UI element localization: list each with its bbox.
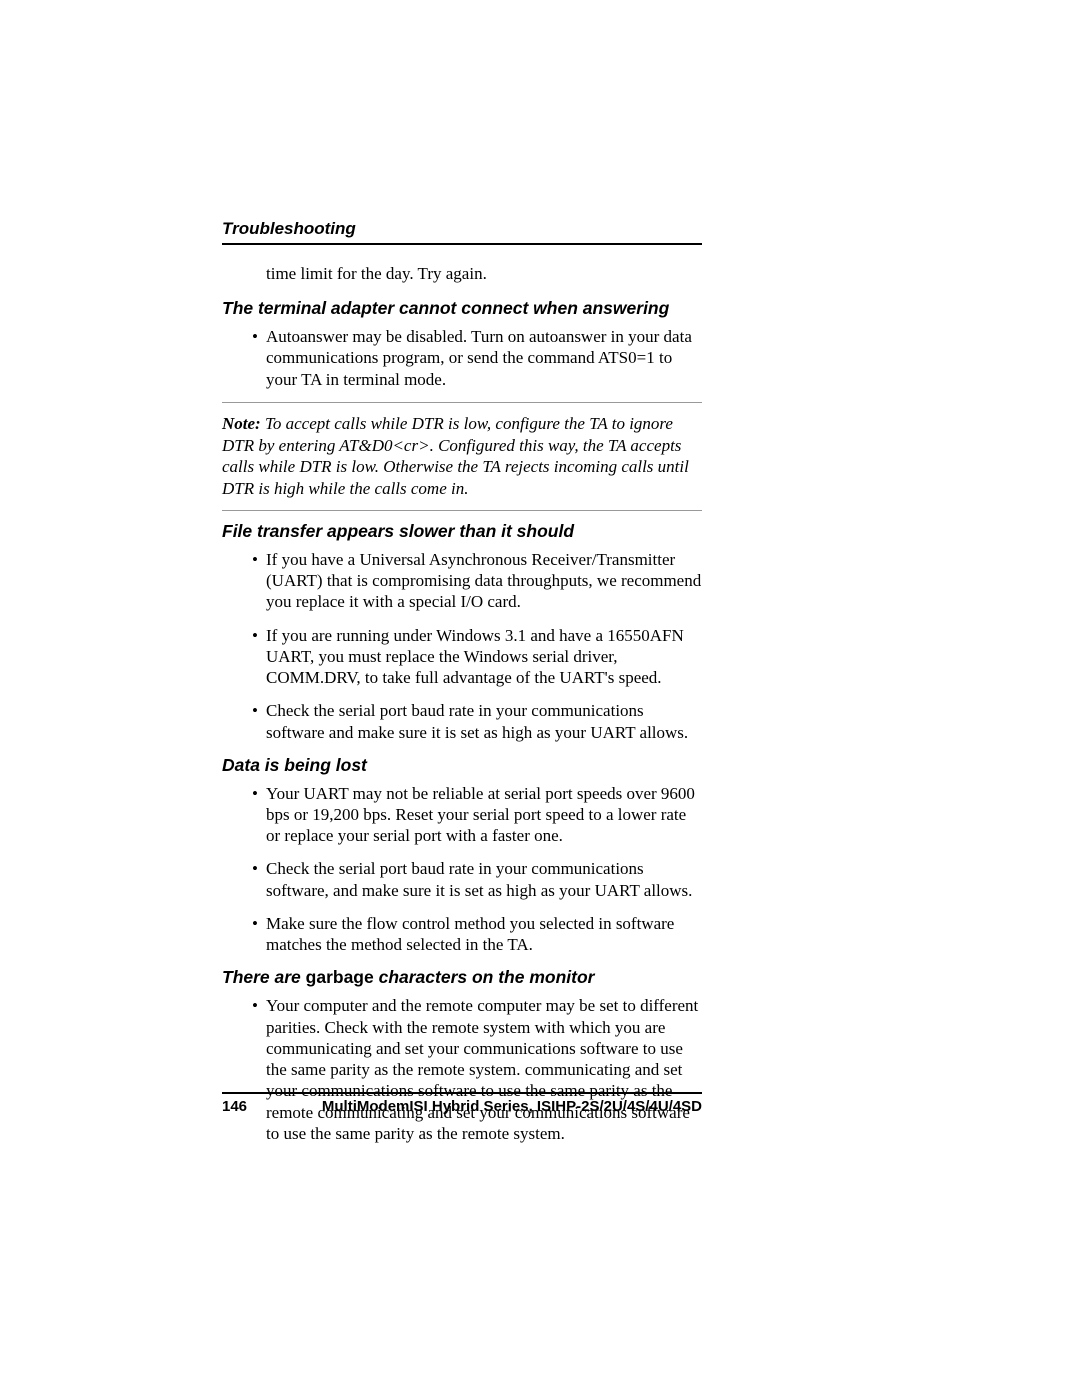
- bullet-list-s4: • Your computer and the remote computer m…: [222, 995, 702, 1144]
- heading-pre: There are: [222, 967, 306, 987]
- bullet-icon: •: [252, 995, 258, 1016]
- bullet-icon: •: [252, 326, 258, 347]
- note-text: To accept calls while DTR is low, config…: [222, 414, 689, 498]
- page-footer: 146 MultiModemISI Hybrid Series, ISIHP-2…: [222, 1092, 702, 1115]
- heading-bold: garbage: [306, 967, 374, 987]
- page-number: 146: [222, 1098, 247, 1115]
- heading-terminal-adapter: The terminal adapter cannot connect when…: [222, 298, 702, 320]
- list-item: • Autoanswer may be disabled. Turn on aut…: [222, 326, 702, 390]
- list-item: • Check the serial port baud rate in your…: [222, 700, 702, 743]
- footer-title: MultiModemISI Hybrid Series, ISIHP-2S/2U…: [322, 1098, 702, 1115]
- bullet-icon: •: [252, 858, 258, 879]
- bullet-text: Make sure the flow control method you se…: [266, 914, 674, 954]
- bullet-icon: •: [252, 549, 258, 570]
- bullet-list-s2: • If you have a Universal Asynchronous Re…: [222, 549, 702, 743]
- list-item: • Your UART may not be reliable at serial…: [222, 783, 702, 847]
- note-rule-top: [222, 402, 702, 403]
- bullet-icon: •: [252, 625, 258, 646]
- bullet-text: Your UART may not be reliable at serial …: [266, 784, 695, 846]
- bullet-text: If you have a Universal Asynchronous Rec…: [266, 550, 701, 612]
- heading-file-transfer: File transfer appears slower than it sho…: [222, 521, 702, 543]
- list-item: • Your computer and the remote computer m…: [222, 995, 702, 1144]
- bullet-text: Your computer and the remote computer ma…: [266, 996, 698, 1143]
- bullet-icon: •: [252, 783, 258, 804]
- bullet-list-s1: • Autoanswer may be disabled. Turn on aut…: [222, 326, 702, 390]
- note-rule-bottom: [222, 510, 702, 511]
- list-item: • Check the serial port baud rate in your…: [222, 858, 702, 901]
- bullet-text: Check the serial port baud rate in your …: [266, 859, 692, 899]
- section-header: Troubleshooting: [222, 219, 702, 239]
- heading-garbage-chars: There are garbage characters on the moni…: [222, 967, 702, 989]
- page-content: Troubleshooting time limit for the day. …: [222, 219, 702, 1144]
- footer-row: 146 MultiModemISI Hybrid Series, ISIHP-2…: [222, 1098, 702, 1115]
- bullet-icon: •: [252, 913, 258, 934]
- heading-data-lost: Data is being lost: [222, 755, 702, 777]
- bullet-text: Check the serial port baud rate in your …: [266, 701, 688, 741]
- bullet-list-s3: • Your UART may not be reliable at serial…: [222, 783, 702, 956]
- note-block: Note: To accept calls while DTR is low, …: [222, 413, 702, 500]
- list-item: • If you have a Universal Asynchronous Re…: [222, 549, 702, 613]
- note-label: Note:: [222, 414, 261, 433]
- continuation-text: time limit for the day. Try again.: [266, 263, 702, 284]
- bullet-text: Autoanswer may be disabled. Turn on auto…: [266, 327, 692, 389]
- list-item: • Make sure the flow control method you s…: [222, 913, 702, 956]
- list-item: • If you are running under Windows 3.1 an…: [222, 625, 702, 689]
- footer-rule: [222, 1092, 702, 1094]
- bullet-text: If you are running under Windows 3.1 and…: [266, 626, 684, 688]
- header-rule: [222, 243, 702, 245]
- heading-post: characters on the monitor: [374, 967, 595, 987]
- bullet-icon: •: [252, 700, 258, 721]
